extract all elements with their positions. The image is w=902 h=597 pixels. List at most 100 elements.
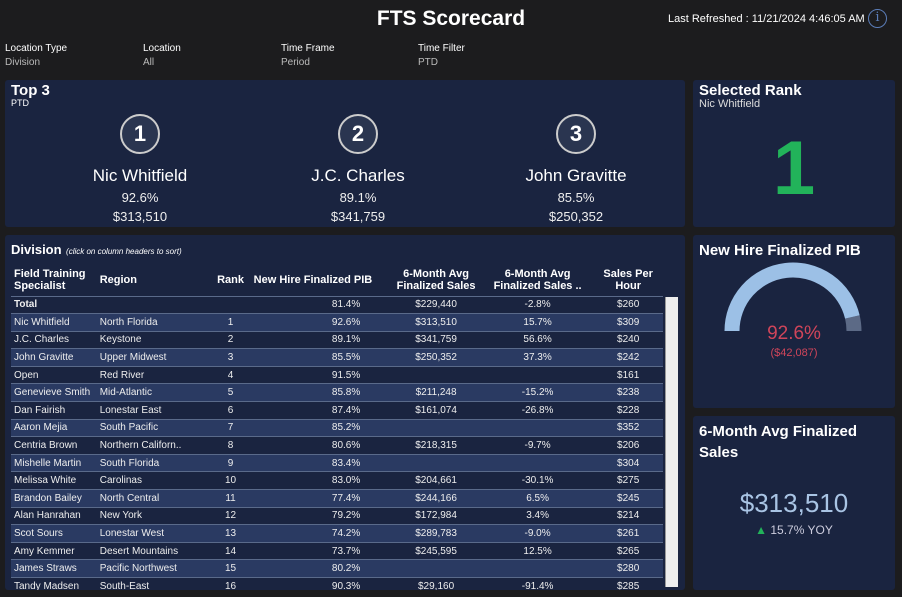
col-header-sales-per-hour[interactable]: Sales Per Hour (603, 267, 653, 292)
cell-rank: 12 (214, 506, 247, 525)
yoy-line: ▲ 15.7% YOY (693, 523, 895, 537)
cell-rank: 10 (214, 471, 247, 490)
cell-avg-sales-change: -15.2% (481, 383, 594, 402)
cell-avg-sales (390, 418, 482, 437)
table-row[interactable]: John Gravitte Upper Midwest 3 85.5% $250,352… (11, 348, 663, 367)
cell-sales-per-hour: $261 (593, 524, 663, 543)
table-row[interactable]: Mishelle Martin South Florida 9 83.4% $304 (11, 453, 663, 472)
col-header-pib[interactable]: New Hire Finalized PIB (253, 273, 373, 286)
pct: 92.6% (121, 190, 159, 205)
table-row[interactable]: Genevieve Smith Mid-Atlantic 5 85.8% $211,24… (11, 383, 663, 402)
cell-specialist: Aaron Mejia (11, 418, 97, 437)
selected-rank-title: Selected Rank (699, 82, 802, 99)
sales-panel: 6-Month Avg Finalized Sales $313,510 ▲ 1… (693, 416, 895, 590)
cell-avg-sales-change: -30.1% (481, 471, 594, 490)
cell-specialist: Melissa White (11, 471, 97, 490)
table-row[interactable]: Amy Kemmer Desert Mountains 14 73.7% $245,59… (11, 541, 663, 560)
top3-card: 1 Nic Whitfield 92.6% $313,510 (40, 114, 240, 224)
cell-avg-sales-change: -9.0% (481, 524, 594, 543)
cell-avg-sales-change: -2.8% (481, 295, 594, 314)
info-icon[interactable]: i (868, 9, 887, 28)
cell-sales-per-hour: $352 (593, 418, 663, 437)
cell-sales-per-hour: $265 (593, 541, 663, 560)
cell-avg-sales: $229,440 (390, 295, 482, 314)
filter-time-frame[interactable]: Time Frame Period (281, 43, 335, 68)
col-header-region[interactable]: Region (99, 273, 137, 286)
cell-region: Red River (96, 365, 215, 384)
cell-avg-sales-change: -26.8% (481, 401, 594, 420)
table-row[interactable]: Melissa White Carolinas 10 83.0% $204,661 -30… (11, 471, 663, 490)
selected-rank-value: 1 (772, 126, 816, 211)
cell-rank: 5 (214, 383, 247, 402)
table-row[interactable]: Open Red River 4 91.5% $161 (11, 365, 663, 384)
cell-avg-sales-change (481, 453, 594, 472)
cell-avg-sales: $250,352 (390, 348, 482, 367)
cell-avg-sales: $29,160 (390, 577, 482, 590)
sales: $250,352 (548, 209, 604, 224)
gauge-panel: New Hire Finalized PIB 92.6% ($42,087) (693, 235, 895, 408)
cell-avg-sales: $289,783 (390, 524, 482, 543)
cell-region: North Florida (96, 313, 215, 332)
cell-avg-sales-change: -9.7% (481, 436, 594, 455)
cell-sales-per-hour: $275 (593, 471, 663, 490)
filter-location[interactable]: Location All (143, 43, 181, 68)
table-row[interactable]: Centria Brown Northern Californ.. 8 80.6% $2… (11, 436, 663, 455)
division-title: Division (11, 242, 62, 257)
filter-location-type[interactable]: Location Type Division (5, 43, 67, 68)
table-row[interactable]: Tandy Madsen South-East 16 90.3% $29,160 -91.… (11, 577, 663, 590)
col-header-rank[interactable]: Rank (217, 273, 244, 286)
cell-sales-per-hour: $245 (593, 489, 663, 508)
cell-pib: 90.3% (246, 577, 391, 590)
filter-label: Location Type (5, 43, 68, 54)
cell-avg-sales (390, 453, 482, 472)
table-row[interactable]: Dan Fairish Lonestar East 6 87.4% $161,074 -2… (11, 401, 663, 420)
cell-avg-sales: $245,595 (390, 541, 482, 560)
cell-sales-per-hour: $260 (593, 295, 663, 314)
cell-specialist: J.C. Charles (11, 330, 97, 349)
filter-time-filter[interactable]: Time Filter PTD (418, 43, 465, 68)
sales: $313,510 (112, 209, 168, 224)
cell-region: New York (96, 506, 215, 525)
table-row[interactable]: J.C. Charles Keystone 2 89.1% $341,759 56.6% $… (11, 330, 663, 349)
cell-avg-sales-change (481, 365, 594, 384)
cell-rank: 15 (214, 559, 247, 578)
cell-pib: 85.8% (246, 383, 391, 402)
division-panel: Division (click on column headers to sor… (5, 235, 685, 590)
table-scrollbar[interactable] (665, 297, 678, 587)
cell-sales-per-hour: $240 (593, 330, 663, 349)
cell-region: Carolinas (96, 471, 215, 490)
filter-label: Time Frame (281, 43, 335, 54)
col-header-avg-sales[interactable]: 6-Month Avg Finalized Sales (396, 267, 476, 292)
table-row[interactable]: Scot Sours Lonestar West 13 74.2% $289,783 -9… (11, 524, 663, 543)
cell-pib: 80.6% (246, 436, 391, 455)
cell-sales-per-hour: $206 (593, 436, 663, 455)
cell-specialist: Genevieve Smith (11, 383, 97, 402)
selected-rank-name: Nic Whitfield (699, 98, 761, 110)
cell-rank: 14 (214, 541, 247, 560)
table-row[interactable]: Aaron Mejia South Pacific 7 85.2% $352 (11, 418, 663, 437)
pct: 89.1% (339, 190, 377, 205)
cell-region: South-East (96, 577, 215, 590)
cell-specialist: Dan Fairish (11, 401, 97, 420)
cell-specialist: Mishelle Martin (11, 453, 97, 472)
col-header-specialist[interactable]: Field Training Specialist (14, 267, 86, 292)
table-row[interactable]: Alan Hanrahan New York 12 79.2% $172,984 3.4%… (11, 506, 663, 525)
cell-rank: 13 (214, 524, 247, 543)
gauge-subvalue: ($42,087) (770, 347, 818, 359)
cell-region: Upper Midwest (96, 348, 215, 367)
cell-pib: 77.4% (246, 489, 391, 508)
cell-avg-sales: $211,248 (390, 383, 482, 402)
cell-avg-sales: $218,315 (390, 436, 482, 455)
cell-avg-sales-change: -91.4% (481, 577, 594, 590)
table-row[interactable]: Nic Whitfield North Florida 1 92.6% $313,510… (11, 313, 663, 332)
selected-rank-panel: Selected Rank Nic Whitfield 1 (693, 80, 895, 227)
gauge-value-arc (724, 262, 860, 332)
rank-badge: 3 (556, 114, 596, 154)
total-row[interactable]: Total 81.4% $229,440 -2.8% $260 (11, 295, 663, 314)
col-header-avg-sales-change[interactable]: 6-Month Avg Finalized Sales .. (493, 267, 582, 292)
cell-region: South Pacific (96, 418, 215, 437)
table-row[interactable]: Brandon Bailey North Central 11 77.4% $244,1… (11, 489, 663, 508)
table-row[interactable]: James Straws Pacific Northwest 15 80.2% $280 (11, 559, 663, 578)
filter-label: Time Filter (418, 43, 465, 54)
cell-rank: 1 (214, 313, 247, 332)
